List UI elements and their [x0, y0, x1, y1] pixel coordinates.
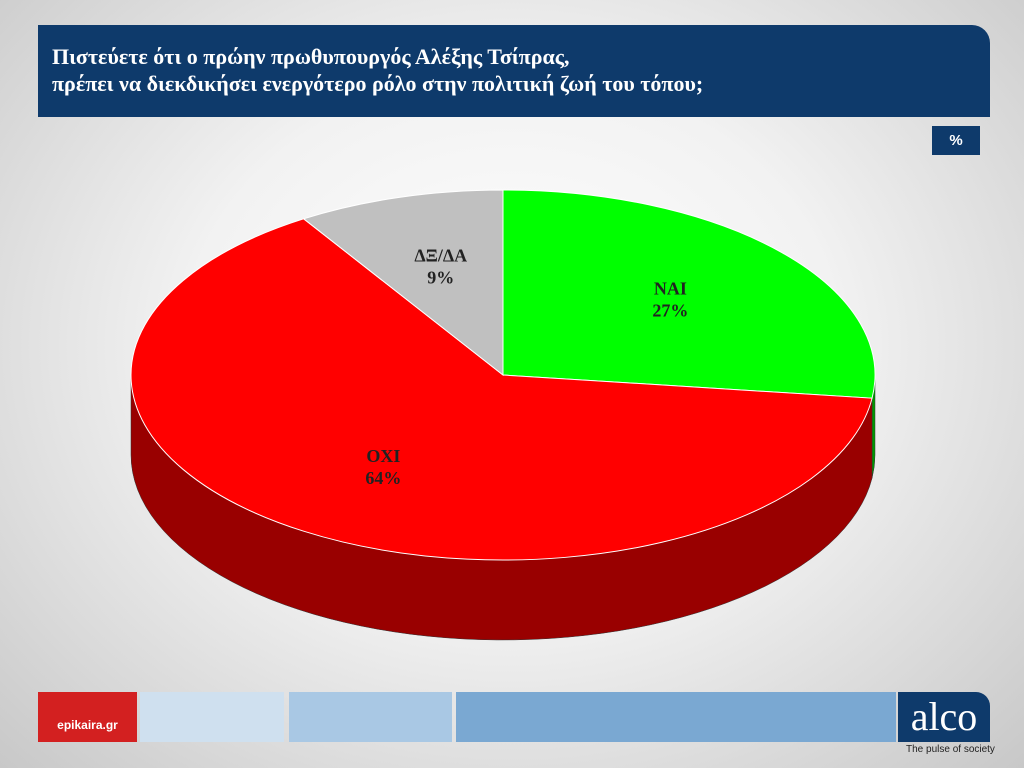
pie-slice: [130, 218, 873, 561]
pie-slice: [302, 189, 504, 377]
pie-slice: [502, 189, 876, 399]
logo: epikaira.gr: [38, 692, 137, 742]
value-label: 9%: [427, 268, 454, 288]
tagline: The pulse of society: [906, 744, 995, 755]
footer-block: [140, 692, 284, 742]
footer-block: [289, 692, 452, 742]
slice-label: ΟΧΙ: [366, 446, 400, 466]
footer-block: [456, 692, 896, 742]
slice-label: ΔΞ/ΔΑ: [414, 246, 467, 266]
value-label: 27%: [652, 301, 688, 321]
brand-logo: alco: [898, 692, 990, 742]
unit-label: %: [932, 126, 980, 155]
slice-label: ΝΑΙ: [654, 279, 687, 299]
chart-title: Πιστεύετε ότι ο πρώην πρωθυπουργός Αλέξη…: [38, 25, 990, 117]
value-label: 64%: [365, 468, 401, 488]
